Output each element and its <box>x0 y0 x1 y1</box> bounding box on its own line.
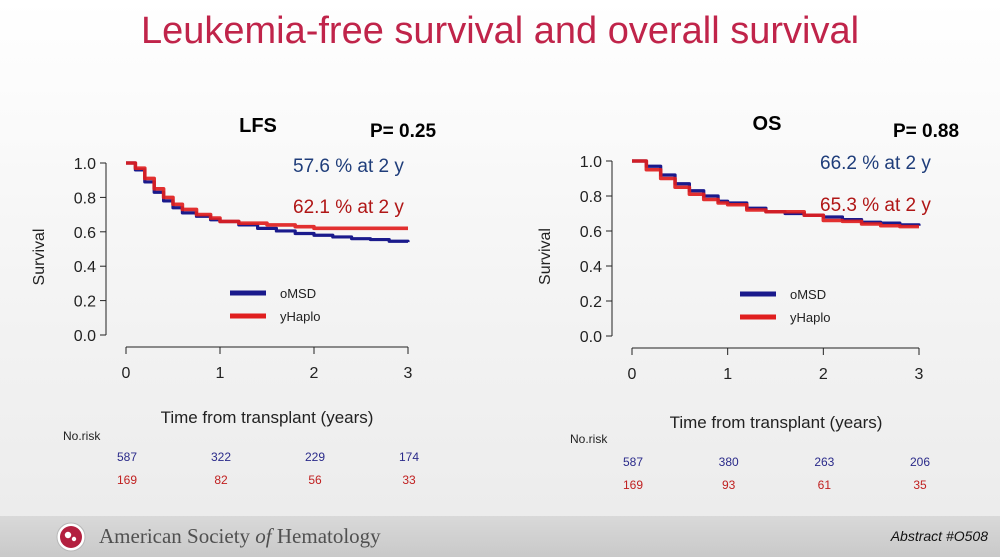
lfs-annotation-yhaplo: 62.1 % at 2 y <box>293 197 404 218</box>
lfs-legend-omsd-label: oMSD <box>280 286 316 301</box>
lfs-y-tick-label: 0.6 <box>74 225 96 242</box>
os-y-tick-label: 0.6 <box>580 224 602 241</box>
os-y-tick-label: 0.2 <box>580 294 602 311</box>
os-risk-omsd-value: 587 <box>623 455 643 469</box>
lfs-legend-yhaplo-label: yHaplo <box>280 309 320 324</box>
footer-abstract-number: Abstract #O508 <box>890 528 988 544</box>
lfs-x-tick-label: 1 <box>216 365 225 382</box>
lfs-x-tick-label: 2 <box>310 365 319 382</box>
os-legend-yhaplo-label: yHaplo <box>790 310 830 325</box>
os-x-tick-label: 1 <box>723 366 732 383</box>
os-series-yhaplo-line <box>632 159 919 229</box>
os-y-tick-label: 0.4 <box>580 259 602 276</box>
os-y-axis-label: Survival <box>537 228 554 285</box>
lfs-risk-label: No.risk <box>63 429 101 443</box>
lfs-chart-title: LFS <box>239 115 277 137</box>
ash-logo-icon <box>56 522 86 552</box>
os-risk-yhaplo-value: 169 <box>623 478 643 492</box>
os-x-tick-label: 2 <box>819 366 828 383</box>
lfs-y-tick-label: 0.0 <box>74 328 96 345</box>
lfs-risk-omsd-value: 229 <box>305 450 325 464</box>
footer-organization: American Society of Hematology <box>99 524 381 548</box>
lfs-risk-yhaplo-value: 56 <box>308 473 322 487</box>
lfs-y-tick-label: 0.4 <box>74 259 96 276</box>
os-risk-omsd-value: 206 <box>910 455 930 469</box>
os-x-tick-label: 0 <box>628 366 637 383</box>
lfs-y-tick-label: 1.0 <box>74 156 96 173</box>
os-annotation-omsd: 66.2 % at 2 y <box>820 153 931 174</box>
os-risk-yhaplo-value: 35 <box>913 478 927 492</box>
lfs-annotation-omsd: 57.6 % at 2 y <box>293 156 404 177</box>
os-risk-omsd-value: 263 <box>814 455 834 469</box>
lfs-risk-yhaplo-value: 169 <box>117 473 137 487</box>
os-x-axis-label: Time from transplant (years) <box>670 413 883 432</box>
os-risk-yhaplo-value: 61 <box>818 478 832 492</box>
os-legend-omsd-label: oMSD <box>790 287 826 302</box>
lfs-p-value: P= 0.25 <box>370 121 436 142</box>
os-risk-label: No.risk <box>570 432 608 446</box>
os-chart-title: OS <box>753 113 782 135</box>
lfs-y-tick-label: 0.2 <box>74 294 96 311</box>
footer-bar <box>0 516 1000 557</box>
lfs-x-tick-label: 3 <box>404 365 413 382</box>
lfs-y-tick-label: 0.8 <box>74 190 96 207</box>
lfs-risk-omsd-value: 322 <box>211 450 231 464</box>
slide-background <box>0 0 1000 516</box>
os-y-tick-label: 1.0 <box>580 154 602 171</box>
lfs-x-tick-label: 0 <box>122 365 131 382</box>
os-x-tick-label: 3 <box>915 366 924 383</box>
os-chart-svg: OS P= 0.88 0.0 0.2 0.4 0.6 0.8 1.0 0 1 2 3 Survival T… <box>537 113 959 492</box>
os-risk-yhaplo-value: 93 <box>722 478 736 492</box>
lfs-risk-yhaplo-value: 33 <box>402 473 416 487</box>
lfs-risk-omsd-value: 587 <box>117 450 137 464</box>
slide-title: Leukemia-free survival and overall survi… <box>140 10 860 52</box>
os-p-value: P= 0.88 <box>893 121 959 142</box>
lfs-x-axis-label: Time from transplant (years) <box>161 408 374 427</box>
os-risk-omsd-value: 380 <box>719 455 739 469</box>
lfs-chart-svg: LFS P= 0.25 0.0 0.2 0.4 0.6 0.8 1.0 0 1 2 3 Survival… <box>31 115 436 487</box>
lfs-y-axis-label: Survival <box>31 229 48 286</box>
os-y-tick-label: 0.8 <box>580 189 602 206</box>
lfs-risk-omsd-value: 174 <box>399 450 419 464</box>
lfs-series-yhaplo-line <box>126 161 408 231</box>
lfs-risk-yhaplo-value: 82 <box>214 473 228 487</box>
os-y-tick-label: 0.0 <box>580 329 602 346</box>
os-annotation-yhaplo: 65.3 % at 2 y <box>820 195 931 216</box>
